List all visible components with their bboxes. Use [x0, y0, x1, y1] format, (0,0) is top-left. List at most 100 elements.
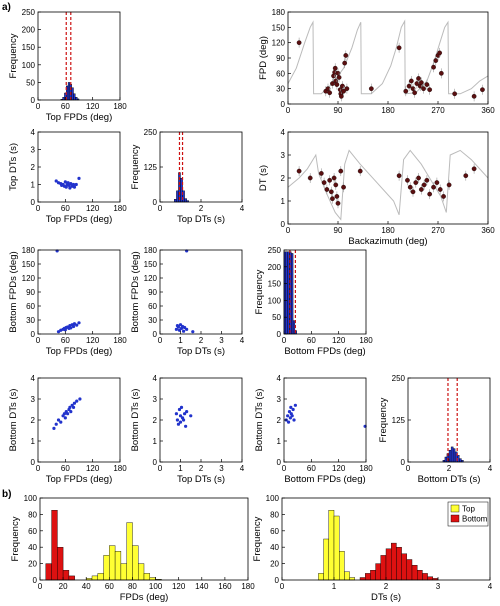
- data-point: [412, 90, 418, 96]
- x-tick-label: 90: [334, 106, 343, 115]
- data-point: [290, 414, 294, 418]
- x-tick-label: 0: [282, 464, 287, 473]
- x-tick-label: 4: [488, 464, 493, 473]
- y-tick-label: 1: [153, 437, 158, 446]
- x-tick-label: 60: [61, 204, 70, 213]
- plot-frame: [283, 249, 367, 335]
- data-point: [416, 76, 421, 81]
- data-point: [321, 180, 327, 185]
- bar: [71, 87, 74, 101]
- y-tick-label: 60: [276, 69, 285, 78]
- x-tick-label: 120: [172, 582, 186, 591]
- data-point: [54, 422, 58, 426]
- x-tick-label: 120: [332, 336, 346, 345]
- x-tick-label: 1: [178, 336, 183, 345]
- chart-hist_top_fpd: 0 60 120 180 0 50 100 150 200 250 Top FPDs (deg) Fr…: [8, 8, 127, 123]
- x-axis-label: Top FPDs (deg): [46, 112, 113, 123]
- bar-top: [97, 573, 104, 581]
- y-tick-label: 150: [272, 23, 286, 32]
- x-axis-label: Bottom DTs (s): [418, 474, 481, 485]
- plot-frame: [283, 377, 367, 463]
- chart-sc_topfpd_botdt: 0 60 120 180 0 1 2 3 4 Top FPDs (deg) Bottom DTs (…: [8, 374, 127, 485]
- data-point: [341, 184, 346, 190]
- data-point: [291, 407, 295, 412]
- y-tick-label: 100: [22, 61, 36, 70]
- bar: [287, 251, 290, 335]
- y-tick-label: 3: [31, 395, 36, 404]
- y-axis-label: Bottom DTs (s): [130, 389, 141, 452]
- data-point: [446, 182, 452, 188]
- x-tick-label: 2: [447, 464, 452, 473]
- data-point: [59, 420, 63, 424]
- chart-hist_top_dt: 0 2 4 0 125 250 Top DTs (s) Frequency: [130, 128, 245, 225]
- data-point: [338, 93, 344, 99]
- x-tick-label: 2: [199, 464, 204, 473]
- bar: [285, 251, 288, 335]
- bar: [292, 320, 296, 335]
- bar: [75, 96, 78, 101]
- data-point: [176, 422, 181, 426]
- data-point: [328, 189, 334, 195]
- x-tick-label: 120: [332, 464, 346, 473]
- data-point: [52, 426, 56, 430]
- data-point: [189, 414, 193, 418]
- data-point: [405, 177, 410, 183]
- bar: [444, 456, 448, 463]
- data-point: [289, 405, 293, 409]
- bar-bottom: [422, 573, 428, 581]
- data-point: [463, 173, 469, 179]
- data-point: [368, 86, 374, 92]
- x-tick-label: 60: [61, 102, 70, 111]
- y-axis-label: Frequency: [130, 144, 141, 189]
- data-point: [410, 86, 416, 92]
- data-point: [296, 40, 302, 46]
- bar-top: [137, 563, 145, 581]
- bar-top: [114, 551, 122, 581]
- y-tick-label: 4: [31, 374, 36, 383]
- bar-top: [132, 545, 139, 581]
- bar-top: [339, 551, 345, 581]
- x-tick-label: 120: [86, 464, 100, 473]
- x-tick-label: 180: [113, 102, 127, 111]
- y-tick-label: 0: [31, 198, 36, 207]
- data-point: [75, 323, 79, 327]
- data-point: [437, 50, 443, 56]
- y-tick-label: 100: [266, 494, 280, 503]
- data-point: [396, 45, 402, 51]
- x-tick-label: 0: [282, 336, 287, 345]
- x-tick-label: 60: [61, 336, 70, 345]
- y-tick-label: 60: [28, 527, 37, 536]
- y-tick-label: 1: [31, 181, 36, 190]
- y-tick-label: 2: [153, 416, 158, 425]
- y-tick-label: 125: [144, 163, 158, 172]
- data-point: [68, 186, 72, 190]
- y-axis-label: FPD (deg): [258, 36, 269, 80]
- data-point: [431, 64, 436, 70]
- y-axis-label: Bottom FPDs (deg): [130, 251, 141, 332]
- x-tick-label: 0: [36, 204, 41, 213]
- data-point: [452, 91, 458, 97]
- x-tick-label: 360: [481, 226, 495, 235]
- data-point: [286, 414, 290, 418]
- data-point: [177, 407, 182, 412]
- y-tick-label: 0: [33, 576, 38, 585]
- data-point: [418, 80, 424, 85]
- y-tick-label: 2: [31, 416, 36, 425]
- y-tick-label: 0: [31, 96, 36, 105]
- data-point: [307, 175, 313, 181]
- y-tick-label: 200: [22, 26, 36, 35]
- x-tick-label: 180: [381, 226, 395, 235]
- y-tick-label: 0: [31, 458, 36, 467]
- data-point: [181, 418, 186, 422]
- y-tick-label: 250: [144, 128, 158, 137]
- y-tick-label: 3: [281, 151, 286, 160]
- bar: [452, 448, 456, 463]
- data-point: [410, 189, 416, 195]
- y-tick-label: 80: [28, 510, 37, 519]
- legend-label-top: Top: [462, 505, 475, 514]
- x-tick-label: 60: [307, 336, 316, 345]
- data-point: [441, 194, 446, 199]
- y-tick-label: 50: [26, 78, 35, 87]
- data-point: [407, 184, 413, 190]
- x-tick-label: 270: [431, 226, 445, 235]
